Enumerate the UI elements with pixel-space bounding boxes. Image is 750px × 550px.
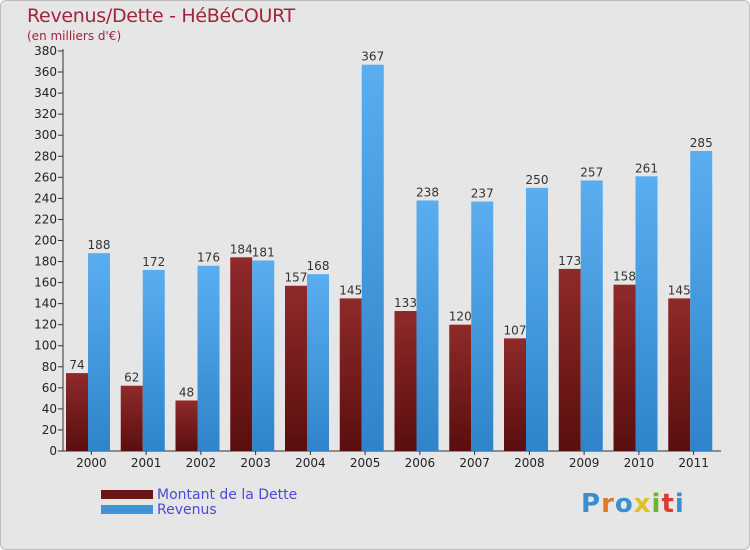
data-label-revenus: 168 — [307, 259, 330, 273]
bar-revenus — [635, 176, 658, 451]
y-tick-label: 220 — [34, 212, 57, 226]
legend-label-revenus: Revenus — [157, 501, 217, 518]
logo-letter: r — [601, 489, 615, 519]
data-label-revenus: 176 — [197, 251, 220, 265]
bar-revenus — [361, 64, 384, 452]
y-tick-label: 120 — [34, 318, 57, 332]
data-label-revenus: 257 — [580, 165, 603, 179]
y-tick-label: 380 — [34, 44, 57, 58]
y-tick-label: 160 — [34, 276, 57, 290]
x-tick-label: 2008 — [514, 456, 545, 470]
data-label-revenus: 261 — [635, 161, 658, 175]
logo-letter: i — [674, 489, 685, 519]
bar-debt — [230, 257, 253, 451]
chart-legend: Montant de la Dette Revenus — [101, 486, 298, 518]
x-tick-label: 2002 — [186, 456, 217, 470]
bar-debt — [613, 284, 636, 451]
chart-subtitle: (en milliers d'€) — [27, 29, 122, 43]
bar-revenus — [580, 180, 603, 451]
bar-debt — [558, 268, 581, 451]
data-label-revenus: 188 — [88, 238, 111, 252]
logo-letter: P — [581, 489, 602, 519]
logo-letter: t — [661, 489, 675, 519]
bar-debt — [668, 298, 691, 451]
y-tick-label: 260 — [34, 170, 57, 184]
y-tick-label: 240 — [34, 191, 57, 205]
y-tick-label: 100 — [34, 339, 57, 353]
x-tick-label: 2000 — [76, 456, 107, 470]
data-label-revenus: 250 — [526, 173, 549, 187]
x-tick-label: 2010 — [624, 456, 655, 470]
data-label-debt: 145 — [339, 283, 362, 297]
data-label-revenus: 285 — [690, 136, 713, 150]
logo-letter: x — [633, 489, 652, 519]
y-tick-label: 340 — [34, 86, 57, 100]
logo-letter: o — [614, 489, 634, 519]
data-label-debt: 48 — [179, 385, 194, 399]
y-tick-label: 140 — [34, 297, 57, 311]
x-tick-label: 2007 — [459, 456, 490, 470]
y-tick-label: 0 — [49, 444, 57, 458]
legend-item-debt: Montant de la Dette — [101, 486, 298, 503]
data-label-debt: 158 — [613, 270, 636, 284]
data-label-debt: 133 — [394, 296, 417, 310]
bar-debt — [66, 373, 88, 451]
data-label-debt: 173 — [558, 254, 581, 268]
y-tick-label: 40 — [42, 402, 57, 416]
x-tick-label: 2001 — [131, 456, 162, 470]
data-label-revenus: 181 — [252, 245, 275, 259]
data-label-debt: 157 — [285, 271, 308, 285]
y-tick-label: 200 — [34, 233, 57, 247]
y-tick-label: 20 — [42, 423, 57, 437]
legend-label-debt: Montant de la Dette — [157, 486, 298, 503]
data-label-debt: 184 — [230, 242, 253, 256]
y-tick-label: 300 — [34, 128, 57, 142]
legend-swatch-revenus — [101, 505, 153, 514]
data-label-revenus: 237 — [471, 187, 494, 201]
bar-revenus — [142, 269, 165, 451]
x-tick-label: 2006 — [405, 456, 436, 470]
data-label-debt: 120 — [449, 310, 472, 324]
bar-revenus — [252, 260, 275, 451]
data-label-debt: 74 — [69, 358, 84, 372]
bar-revenus — [526, 187, 548, 451]
bar-revenus — [88, 253, 110, 451]
data-label-revenus: 367 — [361, 50, 384, 64]
x-tick-label: 2004 — [295, 456, 326, 470]
bar-revenus — [471, 201, 494, 451]
bar-debt — [339, 298, 362, 451]
bar-debt — [285, 285, 307, 451]
y-tick-label: 360 — [34, 65, 57, 79]
data-label-revenus: 172 — [142, 255, 165, 269]
bar-debt — [449, 324, 472, 451]
x-tick-label: 2003 — [240, 456, 271, 470]
data-label-debt: 107 — [504, 323, 527, 337]
y-tick-label: 320 — [34, 107, 57, 121]
chart-title: Revenus/Dette - HéBéCOURT — [27, 5, 295, 27]
proxiti-logo: Proxiti — [581, 489, 685, 519]
legend-swatch-debt — [101, 490, 153, 499]
bar-debt — [120, 385, 143, 451]
y-tick-label: 60 — [42, 381, 57, 395]
data-label-debt: 145 — [668, 283, 691, 297]
bar-revenus — [197, 265, 220, 451]
y-tick-label: 80 — [42, 360, 57, 374]
legend-item-revenus: Revenus — [101, 501, 297, 518]
bar-debt — [175, 400, 198, 451]
bar-debt — [504, 338, 526, 451]
logo-letter: i — [651, 489, 662, 519]
bar-revenus — [307, 274, 329, 451]
x-tick-label: 2011 — [678, 456, 709, 470]
bar-debt — [394, 311, 417, 451]
x-tick-label: 2005 — [350, 456, 381, 470]
x-tick-label: 2009 — [569, 456, 600, 470]
bar-revenus — [416, 200, 439, 451]
y-tick-label: 180 — [34, 255, 57, 269]
data-label-debt: 62 — [124, 371, 139, 385]
data-label-revenus: 238 — [416, 185, 439, 199]
y-tick-label: 280 — [34, 149, 57, 163]
bar-revenus — [690, 151, 713, 451]
